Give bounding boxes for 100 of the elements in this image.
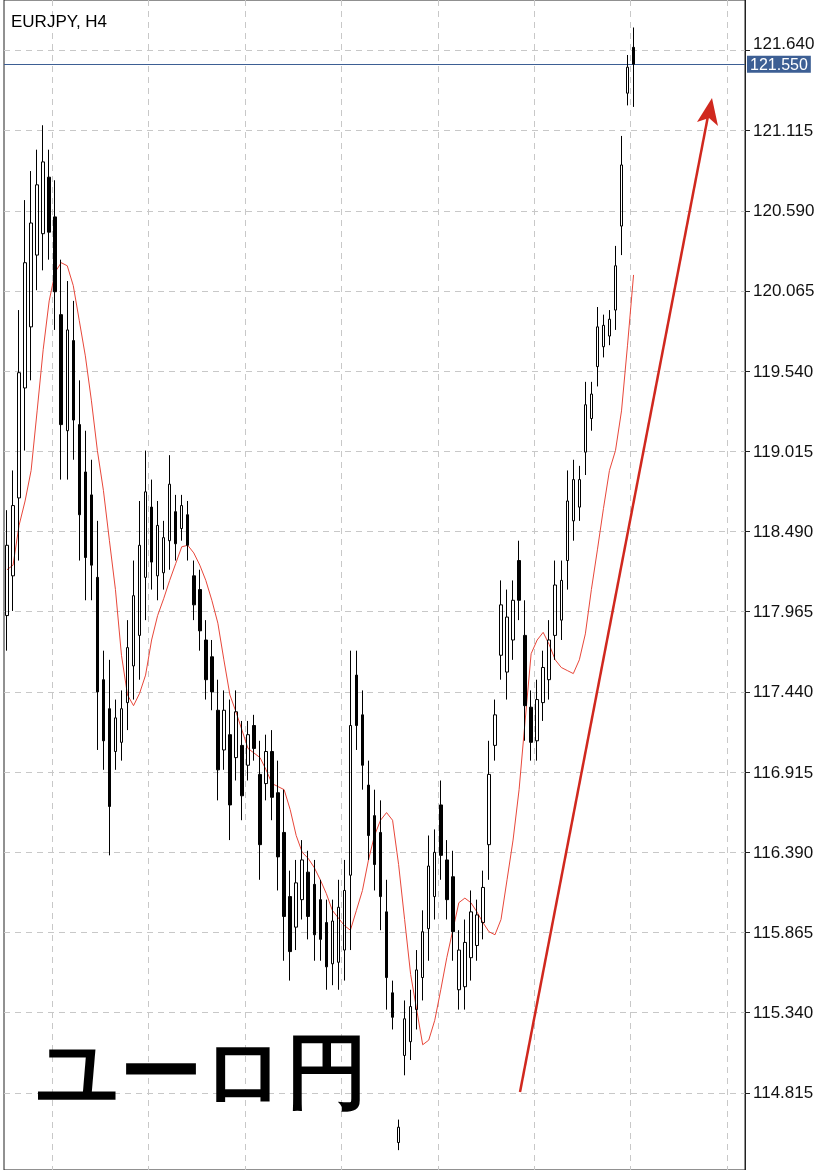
y-tick-label: 120.065 <box>753 281 815 301</box>
candlestick <box>379 799 382 931</box>
candlestick <box>439 780 443 881</box>
y-tick-label: 119.540 <box>753 361 814 381</box>
candlestick <box>132 560 135 701</box>
candlestick <box>578 465 581 522</box>
y-tick-label: 115.865 <box>753 922 814 942</box>
text: EURJPY, H4 <box>11 12 108 31</box>
candlestick <box>421 909 424 1001</box>
candlestick <box>186 500 189 562</box>
candlestick <box>282 789 286 962</box>
candlestick <box>337 879 340 991</box>
candlestick <box>626 54 629 106</box>
candlestick <box>325 899 328 991</box>
candlestick <box>306 850 310 940</box>
candlestick <box>35 149 39 291</box>
candlestick <box>294 859 298 951</box>
candlestick <box>517 540 521 621</box>
candlestick <box>409 989 412 1061</box>
candlestick <box>535 679 539 762</box>
candlestick <box>361 689 364 791</box>
candlestick <box>222 689 226 771</box>
candlestick <box>210 639 214 711</box>
candlestick <box>84 430 87 601</box>
candlestick <box>319 879 322 962</box>
candlestick <box>602 314 605 358</box>
candlestick <box>150 479 153 591</box>
candlestick <box>102 650 105 771</box>
candlestick <box>252 714 256 762</box>
candlestick <box>126 619 129 731</box>
candlestick <box>499 579 503 681</box>
candlestick <box>343 859 346 982</box>
candlestick <box>198 569 202 652</box>
candlestick <box>204 619 208 701</box>
candlestick <box>300 839 304 920</box>
candlestick <box>168 454 171 571</box>
candlestick <box>96 520 99 751</box>
candlestick <box>451 850 455 962</box>
candlestick <box>120 689 123 762</box>
candlestick <box>240 720 244 821</box>
y-tick-label: 121.640 <box>753 33 815 53</box>
candlestick <box>264 734 268 801</box>
candlestick <box>590 381 593 432</box>
candlestick <box>391 980 394 1030</box>
candlestick <box>584 381 587 476</box>
candlestick <box>433 828 436 920</box>
y-tick-label: 117.440 <box>753 682 814 702</box>
candlestick <box>349 650 352 951</box>
candlestick <box>469 889 473 982</box>
candlestick <box>72 300 75 461</box>
candlestick <box>41 124 45 271</box>
candlestick <box>270 729 274 821</box>
candlestick <box>216 679 220 801</box>
candlestick <box>234 689 238 782</box>
candlestick <box>403 999 406 1076</box>
y-tick-label: 119.015 <box>753 441 814 461</box>
candlestick <box>331 899 334 986</box>
candlestick <box>313 859 316 962</box>
candlestick <box>156 500 159 601</box>
candlestick <box>144 450 147 621</box>
candlestick <box>553 560 557 661</box>
annotation: ユーロ円 <box>36 1025 368 1117</box>
candlestick <box>566 469 569 591</box>
candlestick <box>445 839 449 920</box>
candlestick <box>523 599 527 742</box>
y-tick-label: 121.115 <box>753 121 814 141</box>
candlestick <box>90 459 93 601</box>
candlestick <box>463 919 467 1011</box>
candlestick <box>632 26 635 108</box>
candlestick <box>138 500 141 681</box>
candlestick <box>541 650 545 722</box>
candlestick <box>511 579 515 661</box>
candlestick <box>385 879 388 1011</box>
candlestick <box>505 589 509 701</box>
candlestick <box>457 929 461 1011</box>
candlestick <box>59 259 63 481</box>
y-tick-label: 116.390 <box>753 842 814 862</box>
y-tick-label: 114.815 <box>753 1083 814 1103</box>
candlestick <box>258 740 262 881</box>
candlestick <box>481 870 485 940</box>
candlestick <box>608 309 611 346</box>
candlestick <box>620 135 623 256</box>
candlestick <box>367 760 370 861</box>
candlestick <box>415 949 418 1030</box>
candlestick <box>427 835 430 962</box>
candlestick <box>596 306 599 387</box>
candlestick <box>192 560 196 621</box>
candlestick <box>47 149 51 261</box>
y-tick-label: 116.915 <box>753 762 814 782</box>
candlestick <box>23 199 27 452</box>
candlestick <box>108 659 111 856</box>
candlestick <box>288 870 292 982</box>
candlestick <box>560 560 563 641</box>
candlestick <box>29 170 33 381</box>
candlestick <box>162 520 165 591</box>
candlestick <box>11 469 15 612</box>
candlestick <box>246 720 250 782</box>
candlestick <box>572 459 575 542</box>
y-tick-label: 117.965 <box>753 602 814 622</box>
y-tick-label: 120.590 <box>753 201 815 221</box>
